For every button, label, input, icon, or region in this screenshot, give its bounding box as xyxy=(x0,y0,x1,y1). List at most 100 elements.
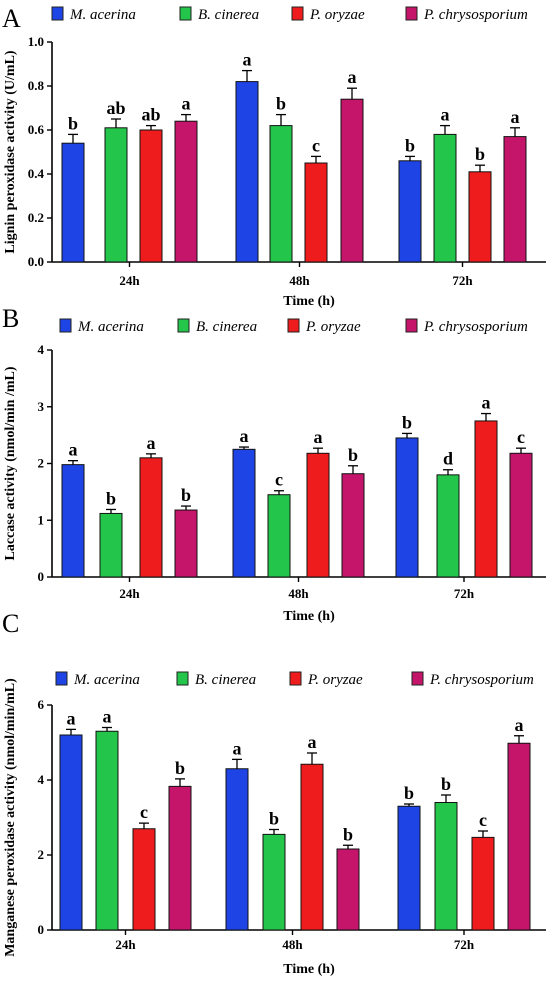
x-tick-label: 24h xyxy=(115,937,136,952)
significance-letter: b xyxy=(269,809,279,829)
x-axis-title: Time (h) xyxy=(283,294,335,309)
bar xyxy=(104,127,128,263)
legend-label: P. oryzae xyxy=(307,672,363,688)
y-tick-label: 0.6 xyxy=(28,122,45,137)
significance-letter: b xyxy=(405,135,415,155)
legend-swatch xyxy=(405,318,418,333)
legend-swatch xyxy=(177,318,190,333)
chart-panel-a: A M. acerina B. cinerea P. oryzae P. chrysos… xyxy=(2,4,546,309)
significance-letter: a xyxy=(240,426,249,446)
y-tick-label: 0.4 xyxy=(28,166,45,181)
y-tick-label: 4 xyxy=(38,772,45,787)
bar xyxy=(341,473,365,578)
legend-label: M. acerina xyxy=(73,672,140,688)
bar xyxy=(139,457,163,578)
bar xyxy=(59,734,83,931)
x-tick-label: 48h xyxy=(282,937,303,952)
legend-swatch xyxy=(411,671,424,686)
legend-label: B. cinerea xyxy=(198,7,259,23)
bar xyxy=(434,802,458,931)
x-axis-title: Time (h) xyxy=(283,962,335,977)
y-tick-label: 1 xyxy=(38,512,45,527)
bar xyxy=(509,452,533,578)
significance-letter: b xyxy=(475,144,485,164)
x-tick-label: 24h xyxy=(119,273,140,288)
significance-letter: a xyxy=(243,50,252,70)
bar xyxy=(436,474,460,578)
significance-letter: a xyxy=(441,105,450,125)
bar xyxy=(336,848,360,931)
bar xyxy=(95,730,119,931)
bar xyxy=(398,160,422,263)
significance-letter: c xyxy=(517,427,525,447)
legend-label: M. acerina xyxy=(69,7,136,23)
chart-panel-c: C M. acerina B. cinerea P. oryzae P. chrysos… xyxy=(2,609,546,977)
significance-letter: a xyxy=(233,738,242,758)
bar xyxy=(468,171,492,263)
bar xyxy=(340,98,364,263)
bar xyxy=(304,162,328,263)
significance-letter: b xyxy=(441,774,451,794)
significance-letter: b xyxy=(106,488,116,508)
significance-letter: c xyxy=(312,135,320,155)
significance-letter: b xyxy=(175,758,185,778)
bar xyxy=(99,512,123,578)
y-tick-label: 3 xyxy=(38,399,45,414)
y-tick-label: 2 xyxy=(38,456,45,471)
y-axis-title: Manganese peroxidase activity (nmol/min/… xyxy=(3,678,18,957)
significance-letter: ab xyxy=(141,105,160,125)
legend-label: P. oryzae xyxy=(309,7,365,23)
legend-label: M. acerina xyxy=(77,319,144,335)
bar xyxy=(267,494,291,578)
x-tick-label: 48h xyxy=(289,273,310,288)
bar xyxy=(262,833,286,931)
significance-letter: b xyxy=(402,412,412,432)
bar xyxy=(232,448,256,578)
panel-letter: A xyxy=(2,4,21,33)
significance-letter: a xyxy=(182,94,191,114)
significance-letter: c xyxy=(275,470,283,490)
y-tick-label: 0 xyxy=(38,569,45,584)
bar xyxy=(174,509,198,578)
panel-letter: B xyxy=(2,304,19,333)
significance-letter: a xyxy=(348,67,357,87)
y-axis-title: Laccase activity (nmol/min /mL) xyxy=(3,366,18,560)
bar xyxy=(174,120,198,263)
legend-swatch xyxy=(291,6,304,21)
significance-letter: a xyxy=(482,393,491,413)
x-tick-label: 48h xyxy=(288,586,309,601)
bar xyxy=(507,742,531,931)
legend-swatch xyxy=(176,671,189,686)
legend-swatch xyxy=(59,318,72,333)
legend-swatch xyxy=(289,671,302,686)
significance-letter: b xyxy=(276,94,286,114)
bar xyxy=(139,129,163,263)
bar xyxy=(306,452,330,578)
x-tick-label: 72h xyxy=(452,273,473,288)
bar xyxy=(397,805,421,931)
legend-swatch xyxy=(55,671,68,686)
x-axis-title: Time (h) xyxy=(283,609,335,624)
legend-label: P. oryzae xyxy=(305,319,361,335)
significance-letter: b xyxy=(404,783,414,803)
significance-letter: d xyxy=(443,449,453,469)
significance-letter: a xyxy=(147,433,156,453)
bar xyxy=(395,437,419,578)
bar xyxy=(61,464,85,578)
bar xyxy=(269,125,293,263)
y-tick-label: 1.0 xyxy=(28,34,44,49)
bar xyxy=(300,763,324,931)
legend-label: P. chrysosporium xyxy=(429,672,534,688)
significance-letter: c xyxy=(479,810,487,830)
chart-panel-b: B M. acerina B. cinerea P. oryzae P. chrysos… xyxy=(2,304,546,624)
bar xyxy=(132,828,156,931)
legend-swatch xyxy=(405,6,418,21)
significance-letter: b xyxy=(181,485,191,505)
significance-letter: a xyxy=(67,708,76,728)
y-tick-label: 2 xyxy=(38,847,45,862)
bar xyxy=(474,420,498,578)
legend-swatch xyxy=(287,318,300,333)
significance-letter: a xyxy=(314,427,323,447)
significance-letter: a xyxy=(511,107,520,127)
